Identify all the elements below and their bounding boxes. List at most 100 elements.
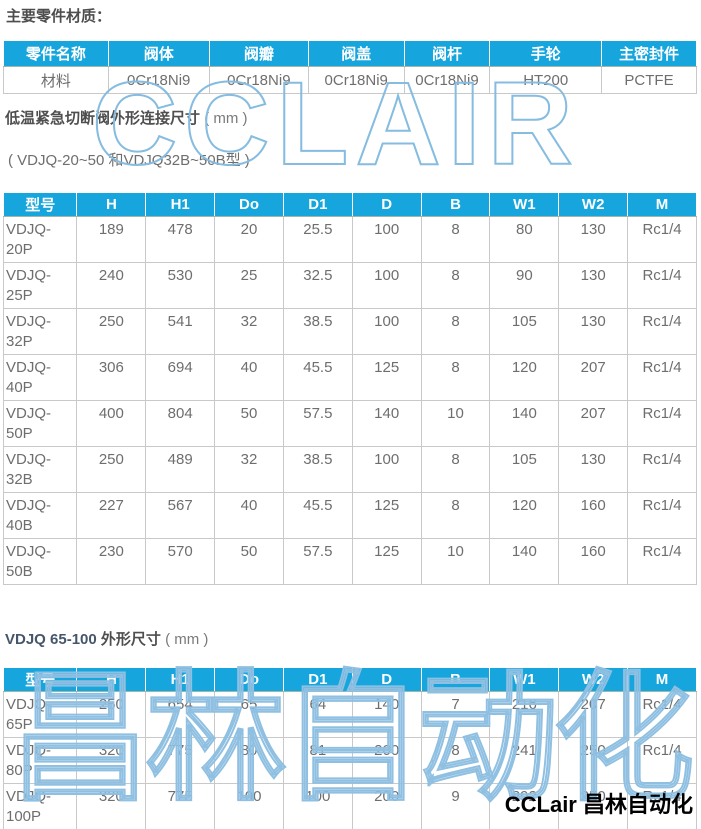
header-cell: W2 — [558, 192, 629, 217]
table-row: VDJQ-65P 250 654 65 64 140 7 216 207 Rc1/4 — [2, 691, 697, 738]
value-cell: 38.5 — [282, 446, 353, 493]
header-cell: D1 — [282, 667, 353, 692]
value-cell: Rc1/4 — [627, 216, 697, 263]
value-cell: 0Cr18Ni9 — [208, 66, 309, 94]
value-cell: 50 — [214, 400, 284, 447]
value-cell: 478 — [145, 216, 216, 263]
header-row: 型号 H H1 Do D1 D B W1 W2 M — [2, 667, 697, 692]
value-cell: Rc1/4 — [627, 691, 697, 738]
value-cell: 25 — [214, 262, 284, 309]
dimensions-table-vdjq-20-50: 型号 H H1 Do D1 D B W1 W2 M VDJQ-20P 189 478 20 25.5 100 8… — [2, 192, 697, 585]
value-cell: 250 — [76, 446, 147, 493]
header-cell: 主密封件 — [601, 40, 697, 67]
value-cell: 10 — [420, 538, 491, 585]
value-cell: 216 — [489, 691, 560, 738]
value-cell: 230 — [76, 538, 147, 585]
table-row: VDJQ-32P 250 541 32 38.5 100 8 105 130 Rc1/4 — [2, 308, 697, 355]
value-cell: 400 — [76, 400, 147, 447]
value-cell: 227 — [76, 492, 147, 539]
header-cell: 手轮 — [489, 40, 603, 67]
section1-title-text: 低温紧急切断阀外形连接尺寸 — [5, 110, 201, 127]
header-cell: 阀杆 — [403, 40, 491, 67]
value-cell: 100 — [351, 446, 422, 493]
header-cell: M — [627, 667, 697, 692]
value-cell: 0Cr18Ni9 — [403, 66, 491, 94]
value-cell: 140 — [489, 538, 560, 585]
value-cell: Rc1/4 — [627, 400, 697, 447]
value-cell: 125 — [351, 354, 422, 401]
header-cell: H1 — [145, 667, 216, 692]
value-cell: 694 — [145, 354, 216, 401]
materials-heading: 主要零件材质： — [6, 8, 112, 25]
value-cell: 9 — [420, 783, 491, 829]
section1-title-unit: ( mm ) — [204, 110, 248, 127]
header-cell: B — [420, 667, 491, 692]
section1-subtitle: ( VDJQ-20~50 和VDJQ32B~50B型 ) — [8, 152, 250, 169]
header-cell: 型号 — [2, 192, 78, 217]
value-cell: 320 — [76, 737, 147, 784]
value-cell: 250 — [558, 737, 629, 784]
value-cell: 567 — [145, 492, 216, 539]
model-cell: 材料 — [3, 66, 109, 94]
section1-title: 低温紧急切断阀外形连接尺寸 ( mm ) — [5, 110, 701, 128]
table-row: VDJQ-40P 306 694 40 45.5 125 8 120 207 Rc1/4 — [2, 354, 697, 401]
header-cell: 零件名称 — [3, 40, 109, 67]
value-cell: 320 — [76, 783, 147, 829]
value-cell: 775 — [145, 737, 216, 784]
value-cell: Rc1/4 — [627, 783, 697, 829]
cclair-logo-text: CCLair 昌林自动化 — [504, 792, 693, 817]
value-cell: 120 — [489, 492, 560, 539]
value-cell: 200 — [351, 783, 422, 829]
value-cell: 125 — [351, 538, 422, 585]
model-cell: VDJQ-32P — [2, 308, 78, 355]
value-cell: 105 — [489, 308, 560, 355]
header-cell: W1 — [489, 667, 560, 692]
header-cell: Do — [214, 192, 284, 217]
model-cell: VDJQ-50B — [2, 538, 78, 585]
value-cell: 130 — [558, 446, 629, 493]
value-cell: 32.5 — [282, 262, 353, 309]
value-cell: 140 — [351, 400, 422, 447]
value-cell: Rc1/4 — [627, 354, 697, 401]
value-cell: 32 — [214, 308, 284, 355]
model-cell: VDJQ-100P — [2, 783, 78, 829]
materials-table: 零件名称 阀体 阀瓣 阀盖 阀杆 手轮 主密封件 材料 0Cr18Ni9 0Cr18Ni9 0Cr1… — [3, 40, 697, 94]
value-cell: 0Cr18Ni9 — [107, 66, 210, 94]
header-cell: 型号 — [2, 667, 78, 692]
header-cell: D — [351, 667, 422, 692]
value-cell: 65 — [214, 691, 284, 738]
value-cell: 130 — [558, 262, 629, 309]
value-cell: 100 — [214, 783, 284, 829]
section2-title-unit: ( mm ) — [165, 631, 209, 648]
header-cell: D1 — [282, 192, 353, 217]
value-cell: 292 — [489, 783, 560, 829]
value-cell: Rc1/4 — [627, 538, 697, 585]
value-cell: 240 — [76, 262, 147, 309]
value-cell: 38.5 — [282, 308, 353, 355]
header-cell: 阀盖 — [307, 40, 405, 67]
value-cell: 7 — [420, 691, 491, 738]
model-cell: VDJQ-32B — [2, 446, 78, 493]
table-row: VDJQ-40B 227 567 40 45.5 125 8 120 160 Rc1/4 — [2, 492, 697, 539]
value-cell: 489 — [145, 446, 216, 493]
value-cell: 100 — [351, 308, 422, 355]
value-cell: 8 — [420, 737, 491, 784]
value-cell: HT200 — [489, 66, 603, 94]
value-cell: 100 — [282, 783, 353, 829]
value-cell: 140 — [351, 691, 422, 738]
value-cell: 8 — [420, 262, 491, 309]
value-cell: 804 — [145, 400, 216, 447]
value-cell: 10 — [420, 400, 491, 447]
model-cell: VDJQ-20P — [2, 216, 78, 263]
value-cell: Rc1/4 — [627, 446, 697, 493]
value-cell: 207 — [558, 354, 629, 401]
value-cell: Rc1/4 — [627, 262, 697, 309]
value-cell: 40 — [214, 354, 284, 401]
table-row: VDJQ-25P 240 530 25 32.5 100 8 90 130 Rc1/4 — [2, 262, 697, 309]
value-cell: 207 — [558, 691, 629, 738]
value-cell: 57.5 — [282, 400, 353, 447]
value-cell: 775 — [145, 783, 216, 829]
value-cell: 207 — [558, 400, 629, 447]
value-cell: 100 — [351, 262, 422, 309]
